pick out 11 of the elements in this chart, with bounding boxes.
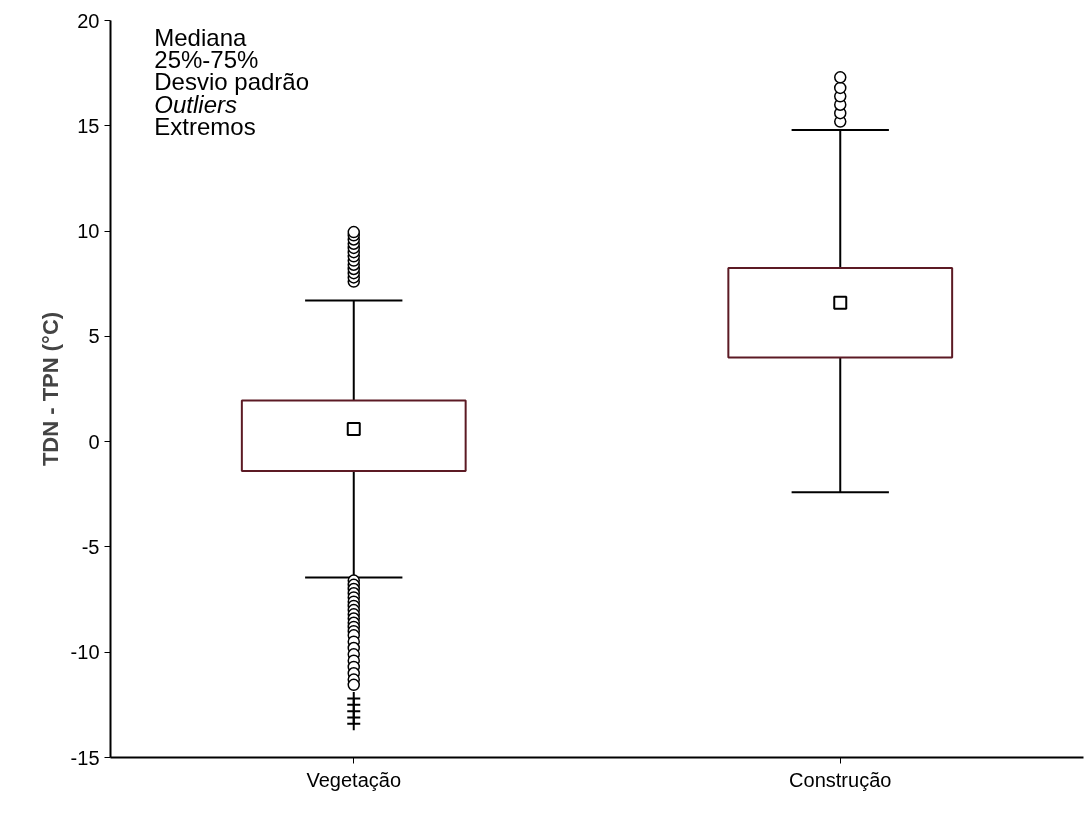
y-axis-title: TDN - TPN (°C) — [37, 311, 63, 467]
y-tick-label: 20 — [77, 9, 100, 32]
y-tick-label: 10 — [77, 220, 100, 243]
y-tick-label: 5 — [88, 325, 100, 348]
y-tick-label: 15 — [77, 114, 100, 137]
y-tick-label: -15 — [70, 746, 100, 769]
y-tick-label: 0 — [88, 430, 100, 453]
y-tick-label: -10 — [70, 641, 100, 664]
x-tick-label: Construção — [789, 768, 892, 791]
x-tick-label: Vegetação — [306, 768, 402, 791]
y-tick-label: -5 — [81, 535, 100, 558]
